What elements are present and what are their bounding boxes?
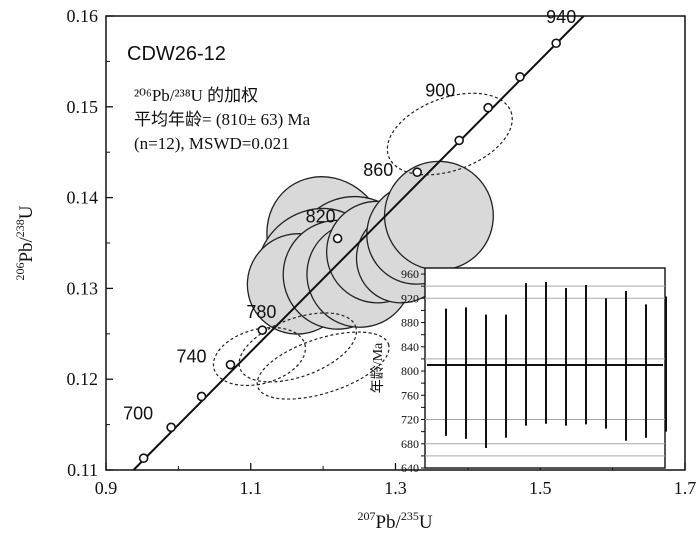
inset-y-axis-title: 年龄/Ma — [370, 342, 386, 393]
annotation-line-3: (n=12), MSWD=0.021 — [134, 134, 290, 153]
age-label-740: 740 — [176, 347, 206, 367]
excluded-ellipse-2 — [212, 326, 307, 387]
inset-y-tick-label-840: 840 — [401, 340, 419, 354]
x-tick-label-5: 1.7 — [674, 478, 697, 498]
inset-y-tick-label-680: 680 — [401, 437, 419, 451]
annotation-layer: CDW26-12 ²⁰⁶Pb/²³⁸U 的加权 平均年龄= (810± 63) … — [127, 43, 311, 153]
age-marker-unlabeled-1 — [138, 453, 149, 463]
inset-y-tick-label-960: 960 — [401, 267, 419, 281]
inset-y-tick-label-880: 880 — [401, 316, 419, 330]
age-label-780: 780 — [246, 302, 276, 322]
x-tick-label-2: 1.1 — [240, 478, 263, 498]
y-tick-label-6: 0.16 — [67, 6, 99, 26]
age-marker-unlabeled-3 — [483, 102, 493, 113]
x-tick-label-1: 0.9 — [95, 478, 118, 498]
age-marker-740 — [225, 359, 236, 370]
age-label-900: 900 — [425, 80, 455, 100]
age-markers-layer: 700 740 780 820 860 900 940 — [123, 7, 576, 463]
annotation-line-1: ²⁰⁶Pb/²³⁸U 的加权 — [134, 86, 258, 105]
annotation-line-2: 平均年龄= (810± 63) Ma — [134, 110, 311, 129]
age-marker-unlabeled-4 — [515, 72, 525, 82]
inset-y-tick-label-800: 800 — [401, 364, 419, 378]
inset-y-tick-label-760: 760 — [401, 388, 419, 402]
y-tick-label-4: 0.14 — [67, 188, 99, 208]
inset-y-tick-label-720: 720 — [401, 413, 419, 427]
y-tick-label-3: 0.13 — [67, 278, 99, 298]
age-marker-780 — [257, 325, 268, 335]
concordia-layer — [132, 15, 585, 471]
age-marker-900 — [454, 135, 464, 146]
age-label-940: 940 — [546, 7, 576, 27]
age-label-700: 700 — [123, 403, 153, 423]
age-marker-820 — [332, 233, 343, 244]
age-label-860: 860 — [363, 160, 393, 180]
y-tick-label-1: 0.11 — [67, 460, 98, 480]
age-marker-unlabeled-2 — [196, 391, 207, 402]
age-marker-940 — [551, 38, 561, 49]
y-tick-label-2: 0.12 — [67, 369, 99, 389]
x-tick-label-4: 1.5 — [529, 478, 552, 498]
inset-y-tick-label-640: 640 — [401, 461, 419, 475]
inset-y-tick-label-920: 920 — [401, 291, 419, 305]
excluded-ellipse-4 — [256, 331, 390, 400]
axes: 0.9 1.1 1.3 1.5 1.7 0.11 0.12 0.13 0.14 0.15 0.16 2… — [13, 6, 696, 533]
age-marker-700 — [166, 422, 176, 433]
excluded-ellipse-3 — [238, 312, 358, 383]
concordia-curve — [132, 15, 585, 471]
age-label-820: 820 — [306, 206, 336, 226]
y-tick-label-5: 0.15 — [67, 97, 99, 117]
age-marker-860 — [412, 167, 423, 177]
x-axis-title: 207Pb/235U — [357, 509, 432, 533]
inset-plot: 640 680 720 760 800 840 880 920 960 年龄/Ma — [370, 267, 667, 475]
excluded-ellipse-1 — [386, 92, 513, 176]
sample-label: CDW26-12 — [127, 43, 226, 65]
y-axis-title: 206Pb/238U — [13, 205, 37, 280]
x-tick-label-3: 1.3 — [384, 478, 407, 498]
